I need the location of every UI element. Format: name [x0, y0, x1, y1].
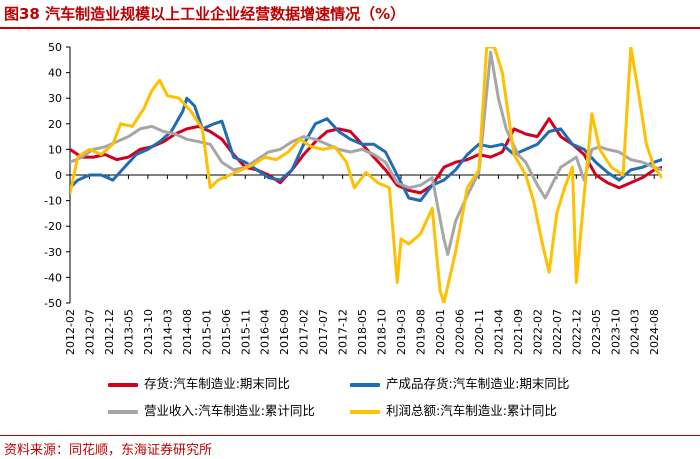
- y-tick-label: -40: [44, 271, 62, 284]
- x-tick-label: 2024-03: [629, 309, 642, 355]
- x-tick-label: 2017-02: [298, 309, 311, 355]
- x-tick-label: 2016-09: [278, 309, 291, 355]
- x-tick-label: 2019-03: [395, 309, 408, 355]
- chart-title: 图38 汽车制造业规模以上工业企业经营数据增速情况（%）: [4, 5, 406, 23]
- legend-item-2: 产成品存货:汽车制造业:期末同比: [350, 373, 569, 392]
- legend-label: 产成品存货:汽车制造业:期末同比: [386, 376, 570, 391]
- x-tick-label: 2014-03: [161, 309, 174, 355]
- legend-item-3: 营业收入:汽车制造业:累计同比: [108, 400, 315, 419]
- x-tick-label: 2015-06: [220, 309, 233, 355]
- legend-item-1: 存货:汽车制造业:期末同比: [108, 373, 290, 392]
- x-tick-label: 2021-09: [512, 309, 525, 355]
- legend-swatch: [350, 409, 380, 414]
- x-tick-label: 2014-08: [181, 309, 194, 355]
- chart-legend: 存货:汽车制造业:期末同比 产成品存货:汽车制造业:期末同比营业收入:汽车制造业:…: [0, 370, 700, 432]
- x-tick-label: 2018-10: [376, 309, 389, 355]
- x-tick-label: 2019-08: [415, 309, 428, 355]
- y-tick-label: 0: [55, 169, 62, 182]
- y-tick-label: 10: [48, 143, 62, 156]
- legend-label: 营业收入:汽车制造业:累计同比: [144, 403, 315, 418]
- x-tick-label: 2013-10: [142, 309, 155, 355]
- legend-swatch: [350, 382, 380, 387]
- x-tick-label: 2020-11: [473, 309, 486, 355]
- title-divider: [0, 27, 700, 29]
- x-tick-label: 2015-01: [200, 309, 213, 355]
- x-tick-label: 2022-12: [570, 309, 583, 355]
- x-tick-label: 2018-05: [356, 309, 369, 355]
- x-tick-label: 2023-05: [590, 309, 603, 355]
- legend-label: 存货:汽车制造业:期末同比: [144, 376, 290, 391]
- source-divider: [0, 435, 700, 436]
- x-tick-label: 2017-12: [337, 309, 350, 355]
- x-tick-label: 2013-05: [122, 309, 135, 355]
- x-tick-label: 2022-07: [551, 309, 564, 355]
- x-tick-label: 2012-12: [103, 309, 116, 355]
- series-line-4: [70, 47, 662, 303]
- x-tick-label: 2022-02: [531, 309, 544, 355]
- legend-swatch: [108, 382, 138, 387]
- y-tick-label: 40: [48, 67, 62, 80]
- x-tick-label: 2020-01: [434, 309, 447, 355]
- x-tick-label: 2024-08: [648, 309, 661, 355]
- x-tick-label: 2021-04: [492, 309, 505, 355]
- y-tick-label: 20: [48, 118, 62, 131]
- x-tick-label: 2017-07: [317, 309, 330, 355]
- legend-swatch: [108, 409, 138, 414]
- x-tick-label: 2012-02: [64, 309, 77, 355]
- x-tick-label: 2023-10: [609, 309, 622, 355]
- y-tick-label: -20: [44, 220, 62, 233]
- source-note: 资料来源：同花顺，东海证券研究所: [4, 443, 213, 458]
- x-tick-label: 2016-04: [259, 309, 272, 355]
- x-tick-label: 2012-07: [83, 309, 96, 355]
- legend-item-4: 利润总额:汽车制造业:累计同比: [350, 400, 557, 419]
- y-tick-label: -50: [44, 297, 62, 310]
- y-tick-label: 50: [48, 41, 62, 54]
- y-tick-label: -10: [44, 195, 62, 208]
- y-tick-label: -30: [44, 246, 62, 259]
- x-tick-label: 2015-11: [239, 309, 252, 355]
- y-tick-label: 30: [48, 92, 62, 105]
- legend-label: 利润总额:汽车制造业:累计同比: [386, 403, 557, 418]
- x-tick-label: 2020-06: [453, 309, 466, 355]
- series-line-3: [70, 50, 662, 256]
